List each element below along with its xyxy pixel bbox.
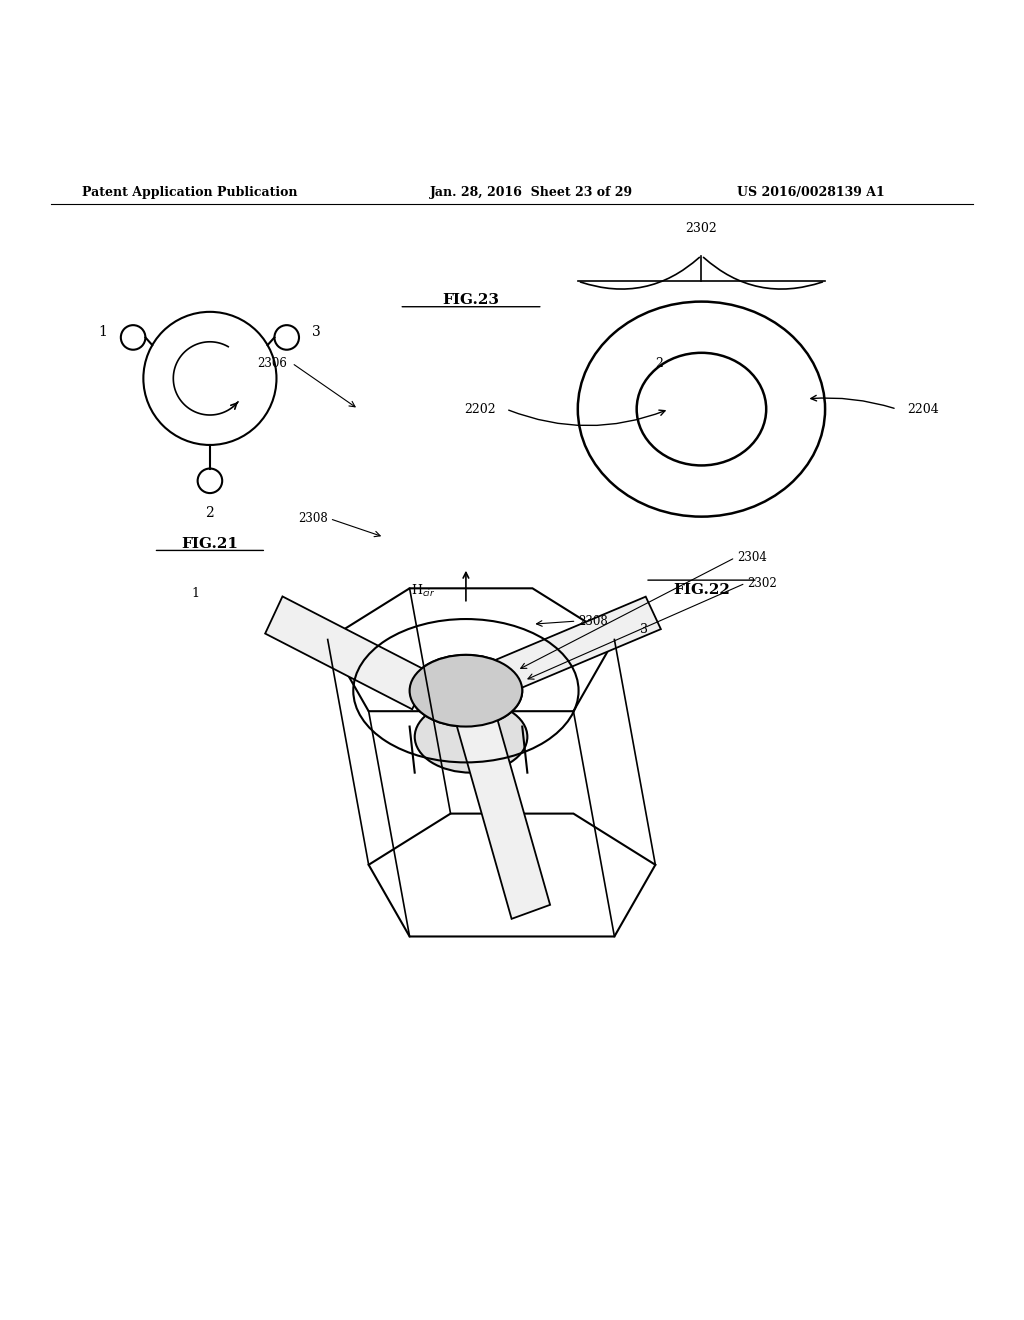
Text: 1: 1 bbox=[191, 587, 200, 599]
Text: 2308: 2308 bbox=[298, 512, 328, 525]
Text: 2302: 2302 bbox=[685, 222, 718, 235]
Text: Patent Application Publication: Patent Application Publication bbox=[82, 186, 297, 198]
Ellipse shape bbox=[410, 655, 522, 726]
Polygon shape bbox=[457, 713, 550, 919]
Text: 3: 3 bbox=[640, 623, 648, 636]
Ellipse shape bbox=[415, 701, 527, 772]
Text: 2204: 2204 bbox=[907, 403, 939, 416]
Text: 2302: 2302 bbox=[748, 577, 777, 590]
Text: FIG.22: FIG.22 bbox=[673, 583, 730, 597]
Text: 2308: 2308 bbox=[579, 615, 608, 627]
Polygon shape bbox=[265, 597, 429, 709]
Text: 3: 3 bbox=[312, 325, 322, 339]
Text: FIG.23: FIG.23 bbox=[442, 293, 500, 306]
Text: 2306: 2306 bbox=[257, 356, 287, 370]
Text: Jan. 28, 2016  Sheet 23 of 29: Jan. 28, 2016 Sheet 23 of 29 bbox=[430, 186, 633, 198]
Text: 1: 1 bbox=[98, 325, 108, 339]
Text: 2304: 2304 bbox=[737, 552, 767, 564]
Text: US 2016/0028139 A1: US 2016/0028139 A1 bbox=[737, 186, 885, 198]
Text: 2: 2 bbox=[655, 356, 664, 370]
Text: 2202: 2202 bbox=[464, 403, 496, 416]
Text: FIG.21: FIG.21 bbox=[181, 537, 239, 552]
Ellipse shape bbox=[410, 655, 522, 726]
Text: H$_{cir}$: H$_{cir}$ bbox=[411, 582, 435, 598]
Text: 2: 2 bbox=[206, 507, 214, 520]
Polygon shape bbox=[486, 597, 660, 696]
